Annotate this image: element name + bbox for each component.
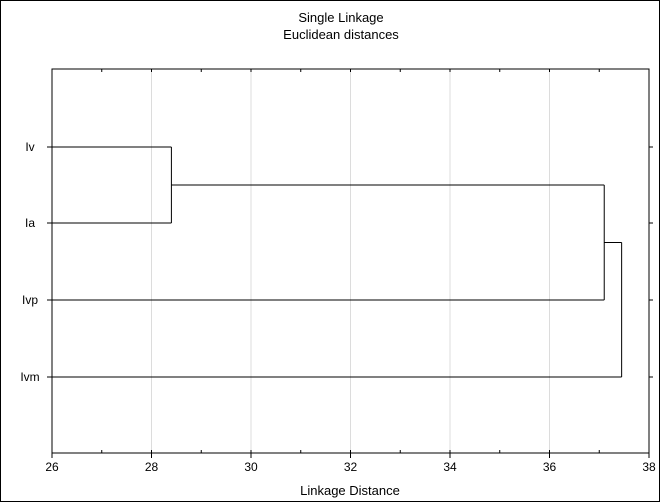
x-tick-label: 32 — [344, 460, 358, 474]
x-tick-label: 26 — [45, 460, 59, 474]
x-tick-label: 28 — [145, 460, 159, 474]
chart-subtitle: Euclidean distances — [283, 27, 399, 42]
leaf-labels: Iv Ia Ivp Ivm — [20, 140, 39, 384]
leaf-label-ivm: Ivm — [20, 370, 39, 384]
x-tick-label: 34 — [443, 460, 457, 474]
leaf-label-ia: Ia — [25, 216, 35, 230]
x-tick-label: 38 — [642, 460, 656, 474]
x-tick-label: 30 — [244, 460, 258, 474]
dendrogram-branches — [52, 146, 623, 378]
chart-title: Single Linkage — [298, 10, 383, 25]
x-tick-label: 36 — [543, 460, 557, 474]
axis-ticks — [47, 69, 653, 458]
grid-lines — [151, 69, 550, 453]
leaf-label-iv: Iv — [25, 140, 34, 154]
leaf-label-ivp: Ivp — [22, 293, 38, 307]
x-axis-title: Linkage Distance — [300, 483, 400, 498]
x-tick-labels: 26 28 30 32 34 36 38 — [45, 460, 656, 474]
